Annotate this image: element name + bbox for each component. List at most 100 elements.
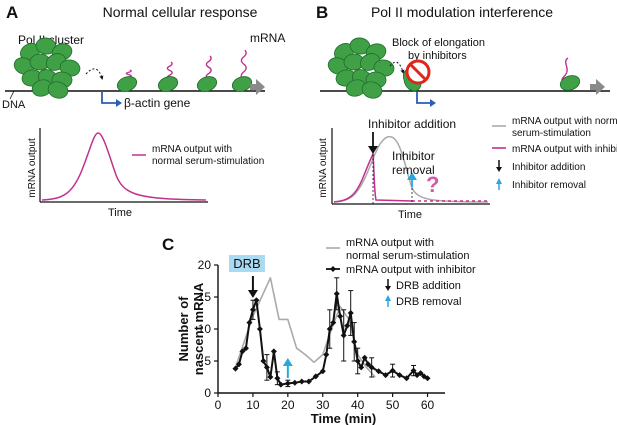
panel-b-promoter-arrowhead — [430, 99, 436, 107]
data-point — [403, 375, 410, 382]
data-point — [312, 373, 319, 380]
dna-label: DNA — [2, 99, 26, 111]
panel-b-addition-arrow-icon — [368, 132, 378, 154]
panel-b-title: Pol II modulation interference — [371, 4, 553, 20]
panel-c-xlabel: Time (min) — [311, 411, 377, 425]
x-tick-label: 40 — [351, 398, 365, 412]
data-point — [253, 297, 260, 304]
arrow-up-icon-head — [496, 178, 502, 184]
data-point — [260, 358, 267, 364]
panel-c-letter: C — [162, 235, 174, 254]
data-point — [249, 306, 256, 313]
data-point — [340, 332, 347, 339]
data-point — [235, 361, 242, 368]
nascent-mrna-strand — [240, 49, 247, 81]
panel-a-mrna-curve — [41, 132, 207, 201]
arrow-up-icon-head — [385, 295, 391, 301]
data-point — [326, 326, 333, 332]
x-tick-label: 0 — [215, 398, 222, 412]
panel-b-legend-label: mRNA output with normal serum-stimulation — [512, 116, 617, 139]
data-point — [277, 381, 284, 388]
nascent-mrna-strand — [205, 55, 212, 81]
data-point — [305, 378, 312, 385]
direction-arrow-icon — [250, 79, 265, 95]
panel-c-legend-label: DRB addition — [396, 280, 461, 292]
gene-label: β-actin gene — [124, 96, 191, 110]
pol-ii-subunit — [361, 81, 383, 99]
panel-b-mrna-strand — [561, 57, 569, 81]
pol-ii-cluster-icon-b — [327, 37, 395, 99]
data-point — [298, 378, 305, 385]
x-tick-label: 20 — [281, 398, 295, 412]
elongating-polymerase — [157, 76, 179, 92]
panel-c-legend-label: mRNA output with normal serum-stimulation — [346, 237, 469, 262]
y-tick-label: 20 — [198, 258, 212, 272]
elongating-polymerase — [116, 76, 138, 92]
panel-b-promoter-arrow — [416, 92, 432, 104]
y-tick-label: 15 — [198, 290, 212, 304]
gene-promoter-arrowhead — [116, 99, 122, 107]
data-point — [239, 348, 246, 355]
data-point — [389, 367, 396, 374]
panel-c-legend: mRNA output with normal serum-stimulation… — [326, 237, 476, 308]
panel-b-ylabel: mRNA output — [318, 138, 329, 198]
arrow-down-icon-head — [496, 167, 502, 172]
panel-b-legend-label: Inhibitor removal — [512, 180, 586, 191]
data-point — [270, 348, 277, 355]
drb-label-box — [228, 255, 265, 272]
panel-a-letter: A — [6, 3, 18, 22]
stop-sign-icon — [405, 59, 431, 85]
data-point — [396, 372, 403, 379]
elongating-polymerases — [116, 49, 253, 92]
dashed-release-arrow — [85, 68, 104, 80]
drb-label: DRB — [233, 256, 260, 271]
inhibitor-addition-label: Inhibitor addition — [368, 117, 456, 131]
arrow-down-icon-head — [385, 286, 391, 291]
block-label: Block of elongation by inhibitors — [392, 37, 488, 62]
data-point — [361, 354, 368, 361]
data-point — [375, 368, 382, 375]
panel-b-direction-arrow-icon — [590, 79, 605, 95]
panel-b: B Pol II modulation interference Block o… — [316, 3, 617, 221]
panel-a-title: Normal cellular response — [103, 4, 258, 20]
panel-a-legend-text: mRNA output with normal serum-stimulatio… — [152, 144, 264, 167]
elongating-polymerase — [231, 76, 253, 92]
data-point — [358, 364, 365, 371]
data-point — [368, 364, 375, 371]
drb-removal-arrowhead — [282, 358, 293, 366]
x-tick-label: 60 — [421, 398, 435, 412]
data-point — [256, 326, 263, 332]
data-point — [242, 345, 249, 352]
x-tick-label: 10 — [246, 398, 260, 412]
y-tick-label: 10 — [198, 322, 212, 336]
data-point — [347, 310, 354, 316]
panel-c-ylabel: Number ofnascent mRNA — [176, 282, 206, 375]
panel-a-ylabel: mRNA output — [27, 138, 38, 198]
data-point — [267, 374, 274, 380]
legend-marker — [330, 266, 336, 272]
panel-c-legend-label: DRB removal — [396, 296, 461, 308]
panel-b-legend-label: Inhibitor addition — [512, 162, 585, 173]
data-point — [330, 319, 337, 326]
panel-b-xlabel: Time — [398, 209, 422, 221]
data-point — [417, 370, 424, 377]
y-tick-label: 5 — [204, 354, 211, 368]
pol-ii-subunit — [47, 81, 69, 99]
x-tick-label: 30 — [316, 398, 330, 412]
data-point — [424, 375, 431, 382]
panel-b-removal-arrow-icon — [407, 172, 417, 187]
x-tick-label: 50 — [386, 398, 400, 412]
mrna-label: mRNA — [250, 31, 285, 45]
data-point — [284, 380, 291, 387]
panel-a-xlabel: Time — [108, 207, 132, 219]
data-point — [344, 322, 351, 329]
question-mark: ? — [426, 172, 439, 197]
data-point — [365, 361, 372, 368]
panel-b-normal-curve — [333, 135, 489, 203]
dna-pointer — [9, 90, 15, 100]
data-point — [232, 365, 239, 372]
drb-addition-arrowhead — [247, 290, 258, 298]
data-point — [323, 351, 330, 358]
data-point — [337, 313, 344, 320]
